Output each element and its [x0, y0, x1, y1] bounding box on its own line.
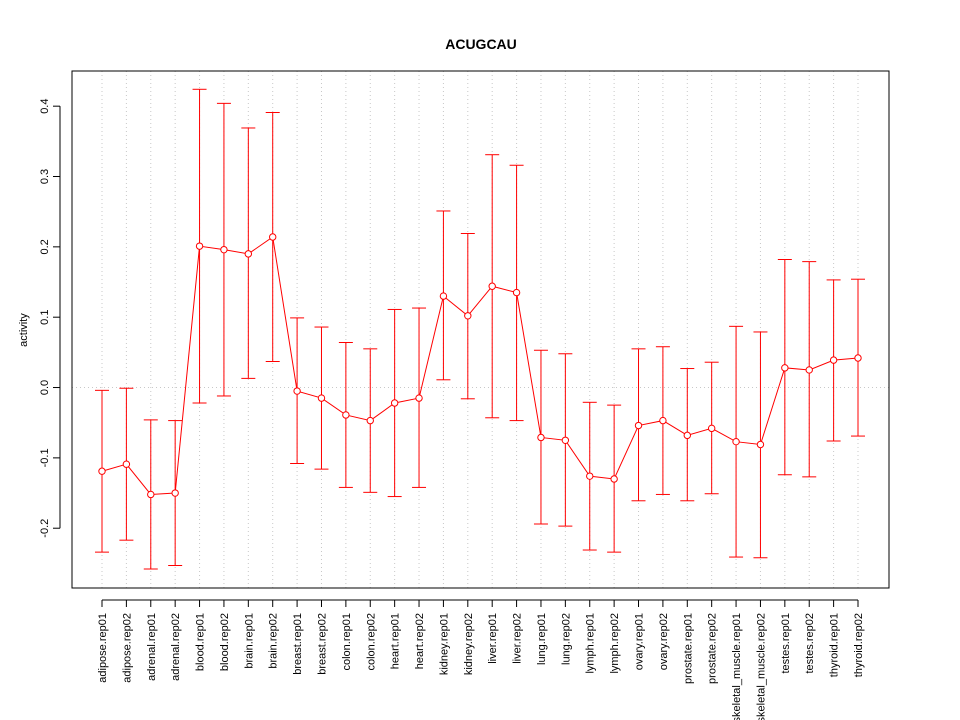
data-point [439, 292, 448, 300]
data-point [854, 354, 862, 362]
x-tick-label: blood.rep02 [219, 613, 231, 671]
x-tick-label: kidney.rep01 [438, 613, 450, 675]
data-point [415, 394, 423, 402]
data-point [683, 431, 691, 440]
x-tick-label: lung.rep01 [536, 613, 548, 665]
x-tick-label: lymph.rep02 [609, 613, 621, 674]
x-tick-label: liver.rep01 [487, 613, 499, 664]
data-points [98, 233, 862, 499]
y-tick-label: -0.2 [39, 519, 51, 538]
x-tick-label: heart.rep01 [390, 613, 402, 669]
x-tick-label: breast.rep02 [316, 613, 328, 675]
data-point [317, 394, 326, 402]
data-point [342, 411, 350, 419]
data-point [195, 242, 204, 250]
x-tick-label: brain.rep01 [243, 613, 255, 669]
y-tick-label: 0.0 [39, 380, 51, 395]
x-tick-label: thyroid.rep01 [829, 613, 841, 677]
data-point [537, 433, 545, 442]
data-point [707, 424, 716, 433]
chart-title: ACUGCAU [445, 36, 517, 52]
x-tick-label: heart.rep02 [414, 613, 426, 669]
x-tick-label: colon.rep02 [365, 613, 377, 671]
x-tick-label: testes.rep02 [804, 613, 816, 674]
data-point [293, 387, 301, 395]
data-point [829, 356, 838, 364]
data-point [244, 250, 253, 258]
data-point [269, 233, 277, 241]
x-tick-label: prostate.rep02 [707, 613, 719, 684]
x-tick-label: breast.rep01 [292, 613, 304, 675]
error-bars [95, 88, 865, 570]
data-point [659, 416, 667, 425]
y-axis-label: activity [18, 313, 30, 347]
x-tick-label: testes.rep01 [780, 613, 792, 674]
data-point [98, 467, 106, 475]
x-tick-label: ovary.rep02 [658, 613, 670, 670]
y-tick-label: 0.1 [39, 310, 51, 325]
data-point [512, 288, 521, 297]
data-point [122, 460, 131, 468]
data-point [390, 399, 399, 407]
x-tick-label: blood.rep01 [195, 613, 207, 671]
data-point [756, 440, 765, 449]
x-tick-label: adrenal.rep02 [170, 613, 182, 681]
data-point [147, 490, 155, 499]
y-tick-label: 0.2 [39, 239, 51, 254]
plot-frame [71, 70, 890, 589]
data-point [220, 245, 228, 254]
grid-lines [72, 71, 889, 588]
x-tick-label: skeletal_muscle.rep02 [755, 613, 767, 720]
data-point [171, 489, 179, 497]
x-tick-label: liver.rep02 [512, 613, 524, 664]
x-tick-label: lymph.rep01 [585, 613, 597, 674]
y-tick-label: 0.3 [39, 169, 51, 184]
data-point [464, 312, 472, 320]
data-point [561, 436, 570, 444]
x-tick-label: colon.rep01 [341, 613, 353, 671]
x-tick-label: adipose.rep02 [121, 613, 133, 683]
x-tick-label: lung.rep02 [560, 613, 572, 665]
y-tick-label: 0.4 [39, 99, 51, 114]
x-tick-label: kidney.rep02 [463, 613, 475, 675]
data-point [610, 475, 618, 483]
x-tick-label: thyroid.rep02 [853, 613, 865, 677]
x-tick-label: skeletal_muscle.rep01 [731, 613, 743, 720]
x-tick-label: brain.rep02 [268, 613, 280, 669]
data-point [586, 472, 594, 480]
x-tick-label: prostate.rep01 [682, 613, 694, 684]
data-point [488, 282, 496, 290]
data-point [805, 366, 813, 374]
data-point [781, 364, 789, 372]
series-line [101, 236, 859, 495]
y-tick-label: -0.1 [39, 448, 51, 467]
data-point [634, 421, 643, 430]
x-tick-label: adipose.rep01 [97, 613, 109, 683]
x-tick-label: ovary.rep01 [634, 613, 646, 670]
series-path [101, 236, 859, 495]
axes: -0.2 -0.1 0.0 0.1 0.2 0.3 0.4 adipose.rep01 adip… [39, 99, 865, 720]
data-point [366, 416, 374, 425]
x-tick-label: adrenal.rep01 [146, 613, 158, 681]
data-point [732, 437, 740, 446]
